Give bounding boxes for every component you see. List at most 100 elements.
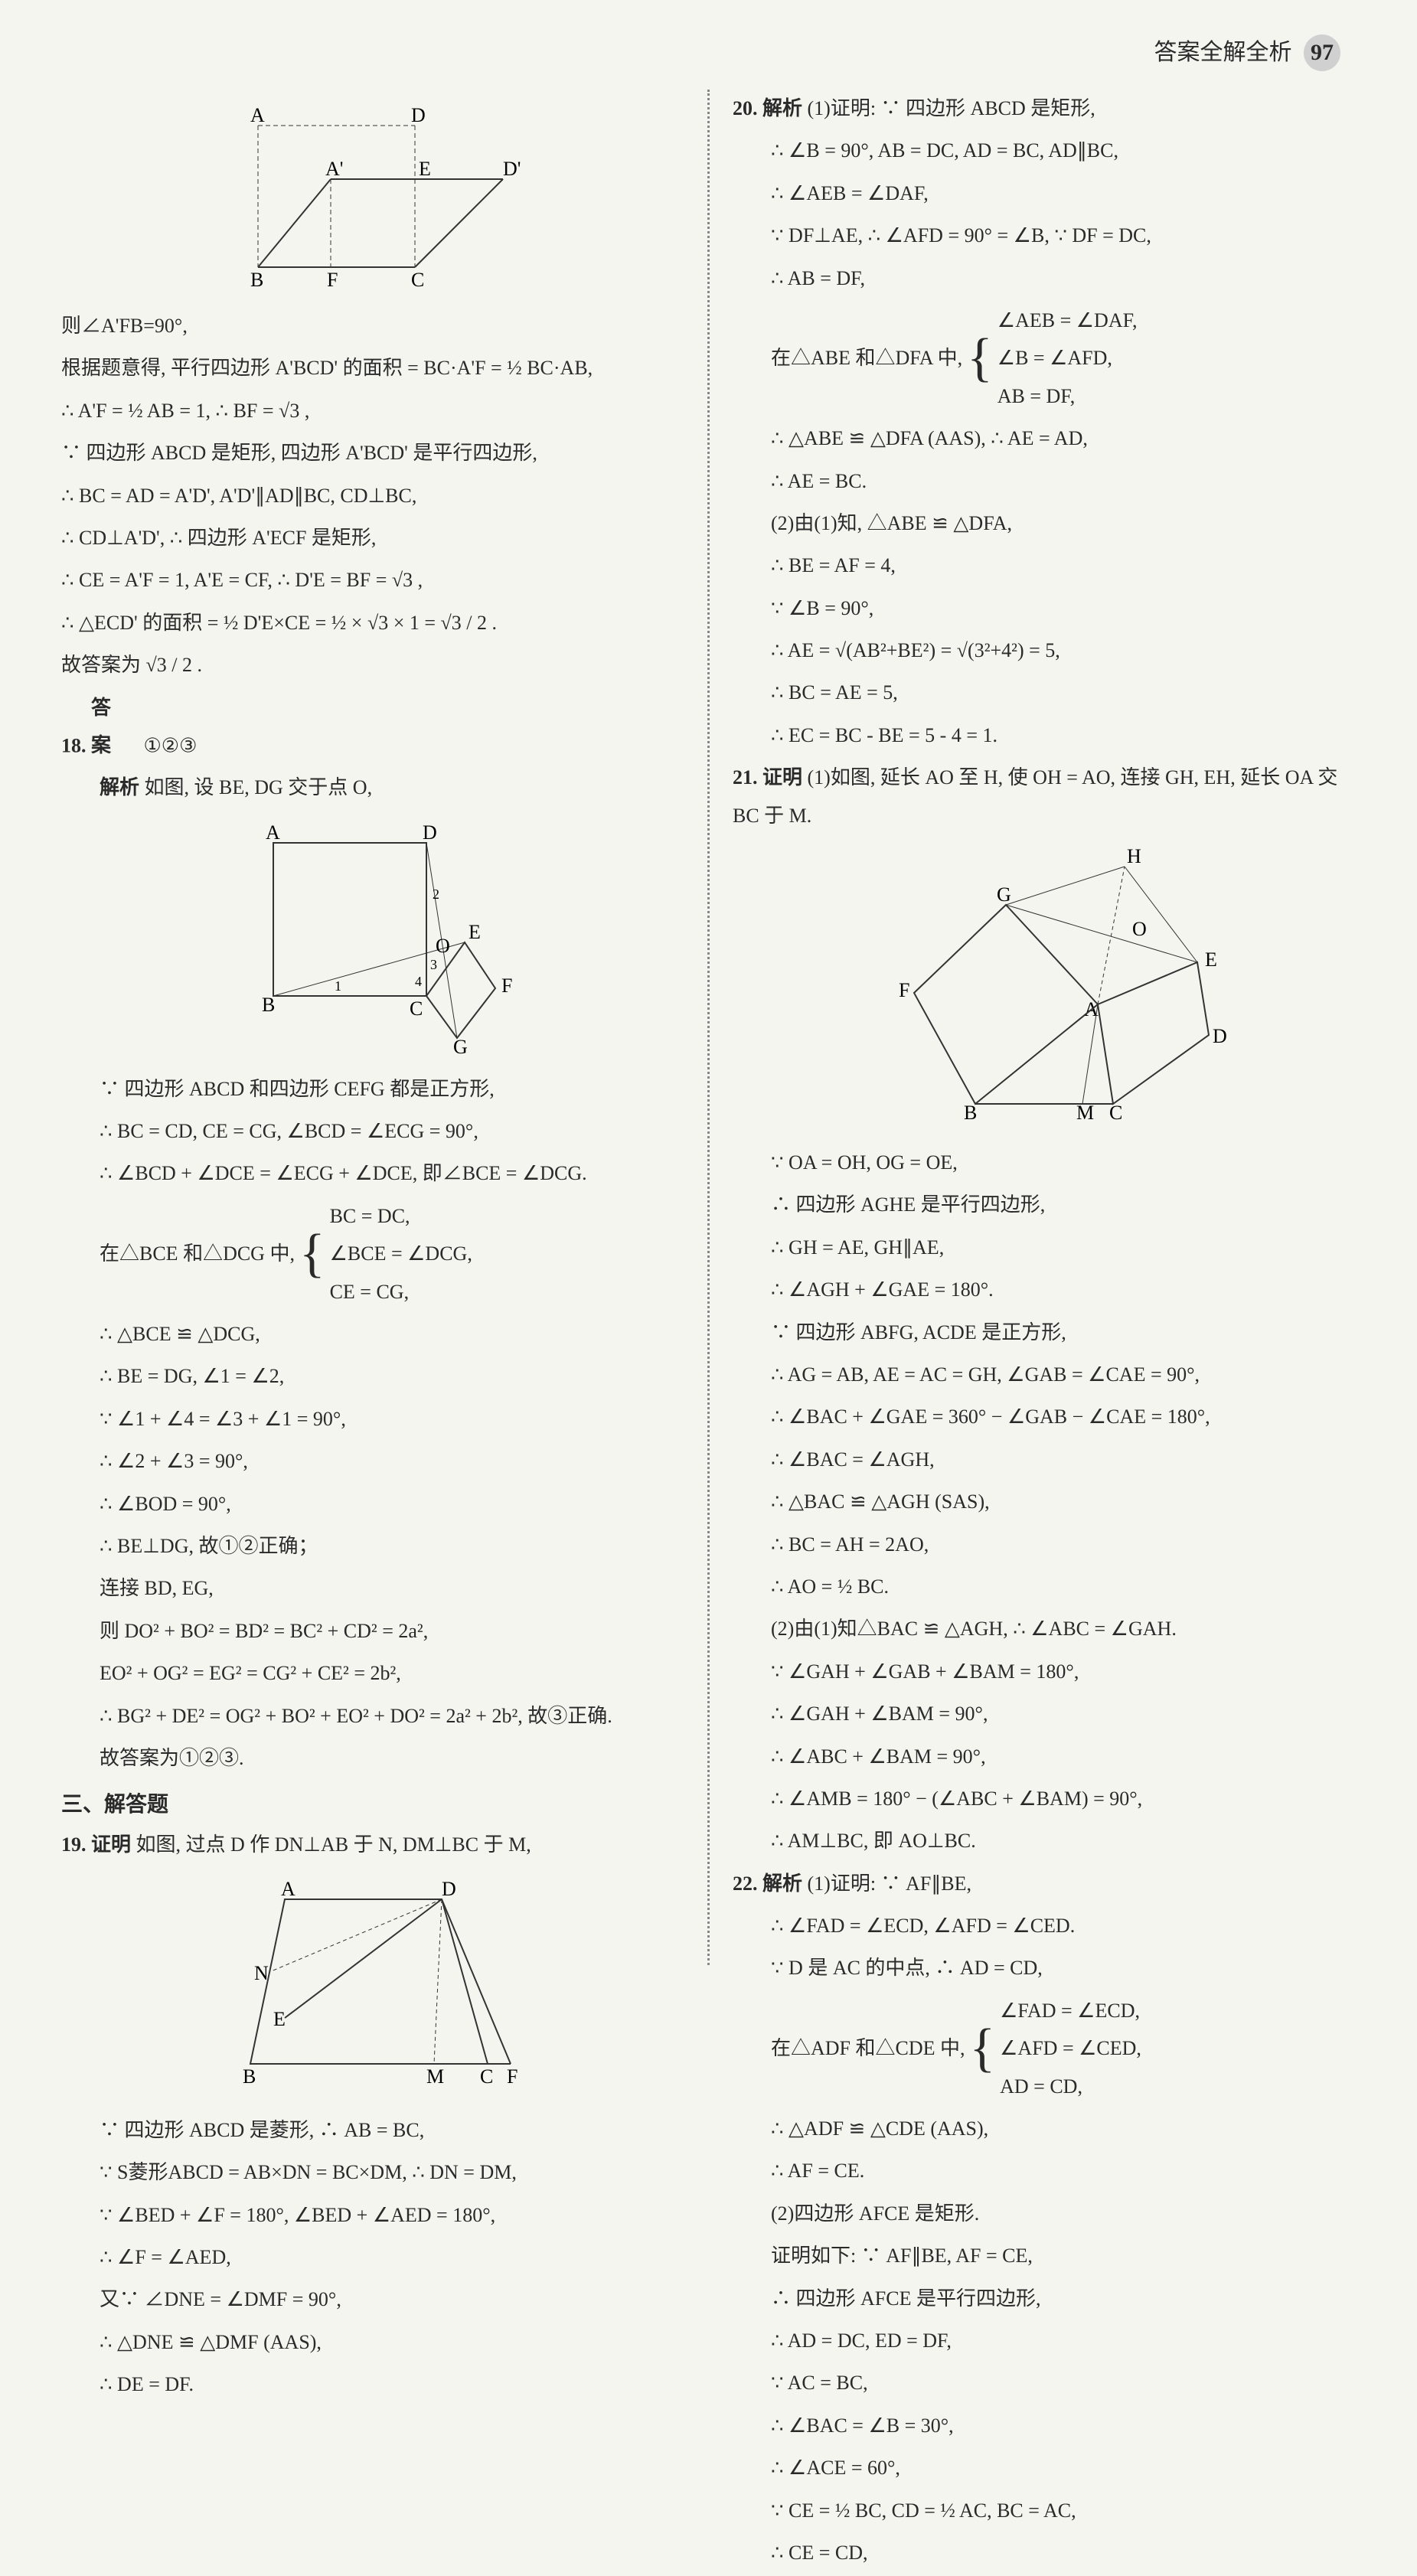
line: ∴ △ECD' 的面积 = ½ D'E×CE = ½ × √3 × 1 = √3…: [61, 604, 684, 642]
jiexi-label: 解析: [762, 1872, 802, 1895]
figure-2: A D B C E F G O 1 2 3 4: [61, 816, 684, 1061]
line: ∵ ∠GAH + ∠GAB + ∠BAM = 180°,: [733, 1653, 1356, 1690]
line: CE = CG,: [330, 1273, 472, 1311]
line: ∴ BC = AD = A'D', A'D'∥AD∥BC, CD⊥BC,: [61, 477, 684, 514]
line: ∴ ∠ACE = 60°,: [733, 2449, 1356, 2486]
line: ∴ AE = √(AB²+BE²) = √(3²+4²) = 5,: [733, 632, 1356, 669]
line: ∴ AE = BC.: [733, 462, 1356, 500]
line: ∠B = ∠AFD,: [997, 339, 1138, 377]
line: ∴ AD = DC, ED = DF,: [733, 2322, 1356, 2359]
q18-answer: ①②③: [144, 734, 198, 756]
line: ∴ CD⊥A'D', ∴ 四边形 A'ECF 是矩形,: [61, 519, 684, 557]
line: ∠BCE = ∠DCG,: [330, 1235, 472, 1272]
svg-text:D: D: [1213, 1025, 1227, 1047]
svg-text:G: G: [997, 883, 1011, 906]
line: ∴ △ADF ≌ △CDE (AAS),: [733, 2110, 1356, 2147]
line: ∵ S菱形ABCD = AB×DN = BC×DM, ∴ DN = DM,: [61, 2153, 684, 2191]
line: 故答案为 √3 / 2 .: [61, 646, 684, 684]
svg-text:C: C: [410, 997, 423, 1020]
line: ∵ DF⊥AE, ∴ ∠AFD = 90° = ∠B, ∵ DF = DC,: [733, 217, 1356, 254]
line: ∵ 四边形 ABCD 是菱形, ∴ AB = BC,: [61, 2111, 684, 2149]
line: (2)四边形 AFCE 是矩形.: [733, 2195, 1356, 2232]
svg-text:B: B: [262, 994, 275, 1016]
line: ∴ △BCE ≌ △DCG,: [61, 1315, 684, 1353]
line: ∴ GH = AE, GH∥AE,: [733, 1229, 1356, 1266]
line: ∴ ∠ABC + ∠BAM = 90°,: [733, 1738, 1356, 1775]
svg-text:O: O: [436, 935, 450, 957]
left-column: A D A' E D' B F C 则∠A'FB=90°, 根据题意得, 平行四…: [46, 90, 700, 2576]
line: ∴ AM⊥BC, 即 AO⊥BC.: [733, 1822, 1356, 1859]
svg-text:G: G: [453, 1036, 468, 1058]
line: ∵ 四边形 ABFG, ACDE 是正方形,: [733, 1314, 1356, 1351]
line: ∴ AO = ½ BC.: [733, 1568, 1356, 1605]
line: ∴ DE = DF.: [61, 2365, 684, 2403]
line: ∴ ∠AEB = ∠DAF,: [733, 175, 1356, 212]
line: ∴ BC = AE = 5,: [733, 674, 1356, 711]
line: 连接 BD, EG,: [61, 1569, 684, 1607]
line: EO² + OG² = EG² = CG² + CE² = 2b²,: [61, 1654, 684, 1692]
line: ∵ OA = OH, OG = OE,: [733, 1144, 1356, 1181]
q18-number: 18.: [61, 734, 87, 756]
svg-text:C: C: [411, 269, 424, 291]
q22-line: 22. 解析 (1)证明: ∵ AF∥BE,: [733, 1865, 1356, 1902]
svg-text:A': A': [325, 158, 343, 180]
svg-text:E: E: [273, 2008, 286, 2030]
section-3-title: 三、解答题: [61, 1784, 684, 1825]
line: ∴ △DNE ≌ △DMF (AAS),: [61, 2323, 684, 2361]
line: ∴ ∠BAC = ∠B = 30°,: [733, 2407, 1356, 2444]
figure-4: H G O E F A D B M C: [733, 844, 1356, 1135]
line: ∴ ∠BAC = ∠AGH,: [733, 1441, 1356, 1478]
svg-text:H: H: [1127, 845, 1141, 867]
svg-text:F: F: [507, 2065, 517, 2088]
zhengming-label: 证明: [91, 1833, 131, 1856]
line: ∴ ∠BAC + ∠GAE = 360° − ∠GAB − ∠CAE = 180…: [733, 1398, 1356, 1435]
svg-text:M: M: [426, 2065, 444, 2088]
svg-text:C: C: [1109, 1102, 1122, 1124]
line: 在△ADF 和△CDE 中,: [771, 2029, 965, 2067]
svg-text:A: A: [281, 1878, 295, 1900]
line: 证明如下: ∵ AF∥BE, AF = CE,: [733, 2237, 1356, 2274]
line: BC = DC,: [330, 1197, 472, 1235]
line: (2)由(1)知△BAC ≌ △AGH, ∴ ∠ABC = ∠GAH.: [733, 1610, 1356, 1647]
q18-answer-line: 18. 答案 ①②③: [61, 689, 684, 765]
line: ∴ △BAC ≌ △AGH (SAS),: [733, 1483, 1356, 1520]
q19-line: 19. 证明 如图, 过点 D 作 DN⊥AB 于 N, DM⊥BC 于 M,: [61, 1826, 684, 1863]
line: ∴ ∠BOD = 90°,: [61, 1485, 684, 1523]
svg-text:O: O: [1132, 918, 1147, 940]
line: ∴ A'F = ½ AB = 1, ∴ BF = √3 ,: [61, 392, 684, 429]
svg-text:E: E: [419, 158, 431, 180]
zhengming-label: 证明: [762, 766, 802, 788]
line: 则∠A'FB=90°,: [61, 307, 684, 344]
line: ∴ EC = BC - BE = 5 - 4 = 1.: [733, 717, 1356, 754]
line: AD = CD,: [1000, 2068, 1141, 2105]
svg-text:F: F: [327, 269, 338, 291]
brace-group: 在△ADF 和△CDE 中, { ∠FAD = ∠ECD, ∠AFD = ∠CE…: [733, 1992, 1356, 2105]
line: ∠AEB = ∠DAF,: [997, 302, 1138, 339]
svg-text:M: M: [1076, 1102, 1094, 1124]
jiexi-label: 解析: [762, 97, 802, 119]
line: ∴ ∠AMB = 180° − (∠ABC + ∠BAM) = 90°,: [733, 1780, 1356, 1817]
svg-text:E: E: [1205, 948, 1217, 971]
q21-line: 21. 证明 (1)如图, 延长 AO 至 H, 使 OH = AO, 连接 G…: [733, 759, 1356, 834]
right-column: 20. 解析 (1)证明: ∵ 四边形 ABCD 是矩形, ∴ ∠B = 90°…: [717, 90, 1371, 2576]
line: ∵ ∠BED + ∠F = 180°, ∠BED + ∠AED = 180°,: [61, 2196, 684, 2234]
figure-3: A D N E B M C F: [61, 1872, 684, 2102]
line: ∵ D 是 AC 的中点, ∴ AD = CD,: [733, 1949, 1356, 1987]
line: 又∵ ∠DNE = ∠DMF = 90°,: [61, 2281, 684, 2318]
line: ∴ BC = AH = 2AO,: [733, 1526, 1356, 1563]
line: ∴ 四边形 AFCE 是平行四边形,: [733, 2280, 1356, 2317]
line: (1)证明: ∵ AF∥BE,: [808, 1872, 972, 1895]
svg-text:E: E: [469, 921, 481, 943]
svg-text:D: D: [411, 104, 426, 126]
line: AB = DF,: [997, 377, 1138, 415]
svg-text:D': D': [503, 158, 521, 180]
svg-text:1: 1: [335, 978, 341, 994]
q18-jiexi-line: 解析 如图, 设 BE, DG 交于点 O,: [61, 769, 684, 806]
line: ∴ CE = A'F = 1, A'E = CF, ∴ D'E = BF = √…: [61, 561, 684, 599]
line: ∴ ∠B = 90°, AB = DC, AD = BC, AD∥BC,: [733, 132, 1356, 169]
line: ∴ 四边形 AGHE 是平行四边形,: [733, 1186, 1356, 1223]
line: ∴ ∠FAD = ∠ECD, ∠AFD = ∠CED.: [733, 1907, 1356, 1944]
columns: A D A' E D' B F C 则∠A'FB=90°, 根据题意得, 平行四…: [46, 90, 1371, 2576]
page-header: 答案全解全析 97: [46, 31, 1371, 74]
line: ∴ ∠BCD + ∠DCE = ∠ECG + ∠DCE, 即∠BCE = ∠DC…: [61, 1154, 684, 1192]
